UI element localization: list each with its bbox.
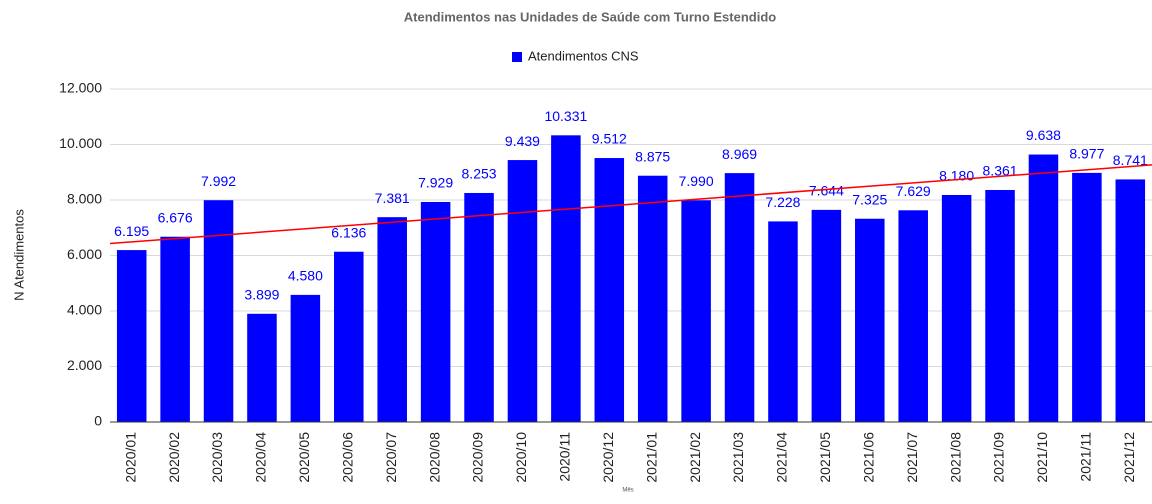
x-tick-label: 2021/01 bbox=[643, 432, 659, 483]
y-tick-label: 10.000 bbox=[59, 135, 102, 151]
data-label: 7.990 bbox=[679, 173, 714, 189]
data-label: 9.638 bbox=[1026, 127, 1061, 143]
legend-swatch bbox=[512, 52, 522, 62]
y-axis-title: N Atendimentos bbox=[11, 209, 26, 301]
x-tick-label: 2021/10 bbox=[1034, 432, 1050, 483]
bar bbox=[811, 209, 842, 422]
bar bbox=[160, 236, 190, 422]
y-tick-label: 2.000 bbox=[67, 357, 102, 373]
data-label: 8.253 bbox=[462, 166, 497, 182]
bar bbox=[768, 221, 798, 422]
x-tick-label: 2020/08 bbox=[426, 432, 442, 483]
data-label: 8.977 bbox=[1069, 146, 1104, 162]
x-tick-label: 2021/09 bbox=[991, 432, 1007, 483]
x-axis-title: Mês bbox=[622, 488, 633, 494]
data-label: 9.439 bbox=[505, 133, 540, 149]
data-label: 7.929 bbox=[418, 175, 453, 191]
data-label: 8.361 bbox=[983, 163, 1018, 179]
x-tick-label: 2021/03 bbox=[730, 432, 746, 483]
data-label: 6.676 bbox=[158, 209, 193, 225]
bar bbox=[116, 250, 147, 422]
data-label: 6.195 bbox=[114, 223, 149, 239]
x-tick-label: 2021/06 bbox=[860, 432, 876, 483]
x-tick-label: 2021/12 bbox=[1121, 432, 1137, 483]
y-tick-label: 4.000 bbox=[67, 302, 102, 318]
legend-label: Atendimentos CNS bbox=[528, 48, 639, 63]
x-tick-label: 2021/02 bbox=[687, 432, 703, 483]
data-label: 7.629 bbox=[896, 183, 931, 199]
data-label: 10.331 bbox=[544, 108, 587, 124]
bar bbox=[724, 173, 755, 422]
chart-title: Atendimentos nas Unidades de Saúde com T… bbox=[404, 9, 777, 24]
data-label: 7.228 bbox=[765, 194, 800, 210]
x-tick-label: 2021/04 bbox=[774, 432, 790, 483]
x-tick-label: 2020/12 bbox=[600, 432, 616, 483]
x-tick-label: 2020/02 bbox=[166, 432, 182, 483]
data-label: 7.381 bbox=[375, 190, 410, 206]
bar bbox=[941, 195, 972, 422]
data-label: 7.644 bbox=[809, 183, 844, 199]
data-label: 4.580 bbox=[288, 268, 323, 284]
bar bbox=[377, 217, 407, 422]
bar bbox=[290, 294, 321, 422]
trendline bbox=[109, 164, 1152, 245]
x-tick-label: 2021/07 bbox=[904, 432, 920, 483]
data-label: 6.136 bbox=[331, 224, 366, 240]
bar bbox=[334, 251, 364, 422]
bar bbox=[594, 158, 625, 423]
y-tick-label: 8.000 bbox=[67, 191, 102, 207]
x-tick-label: 2020/10 bbox=[513, 432, 529, 483]
data-label: 8.741 bbox=[1113, 152, 1148, 168]
x-tick-label: 2020/04 bbox=[253, 432, 269, 483]
bar bbox=[1028, 154, 1059, 422]
data-label: 7.992 bbox=[201, 173, 236, 189]
bar bbox=[1115, 179, 1146, 422]
bar bbox=[855, 218, 885, 422]
bar bbox=[681, 200, 711, 422]
bar bbox=[637, 175, 668, 422]
bar bbox=[247, 313, 277, 422]
x-tick-label: 2021/08 bbox=[947, 432, 963, 483]
bar bbox=[1072, 172, 1102, 422]
data-label: 8.875 bbox=[635, 148, 670, 164]
bar bbox=[898, 210, 928, 422]
bar bbox=[985, 189, 1015, 422]
x-tick-label: 2020/05 bbox=[296, 432, 312, 483]
x-tick-label: 2020/06 bbox=[339, 432, 355, 483]
y-tick-label: 6.000 bbox=[67, 246, 102, 262]
x-tick-label: 2021/05 bbox=[817, 432, 833, 483]
bar bbox=[551, 135, 581, 422]
y-tick-label: 12.000 bbox=[59, 80, 102, 96]
x-tick-label: 2020/07 bbox=[383, 432, 399, 483]
data-label: 7.325 bbox=[852, 191, 887, 207]
bar bbox=[464, 192, 494, 422]
data-label: 8.180 bbox=[939, 168, 974, 184]
data-label: 8.969 bbox=[722, 146, 757, 162]
x-tick-label: 2020/11 bbox=[557, 432, 573, 482]
y-tick-label: 0 bbox=[94, 413, 102, 429]
x-tick-label: 2021/11 bbox=[1078, 432, 1094, 482]
x-tick-label: 2020/09 bbox=[470, 432, 486, 483]
data-label: 9.512 bbox=[592, 131, 627, 147]
data-label: 3.899 bbox=[244, 287, 279, 303]
bar bbox=[507, 160, 538, 422]
bar bbox=[203, 200, 234, 422]
bar bbox=[420, 201, 451, 422]
x-tick-label: 2020/03 bbox=[209, 432, 225, 483]
x-tick-label: 2020/01 bbox=[122, 432, 138, 483]
